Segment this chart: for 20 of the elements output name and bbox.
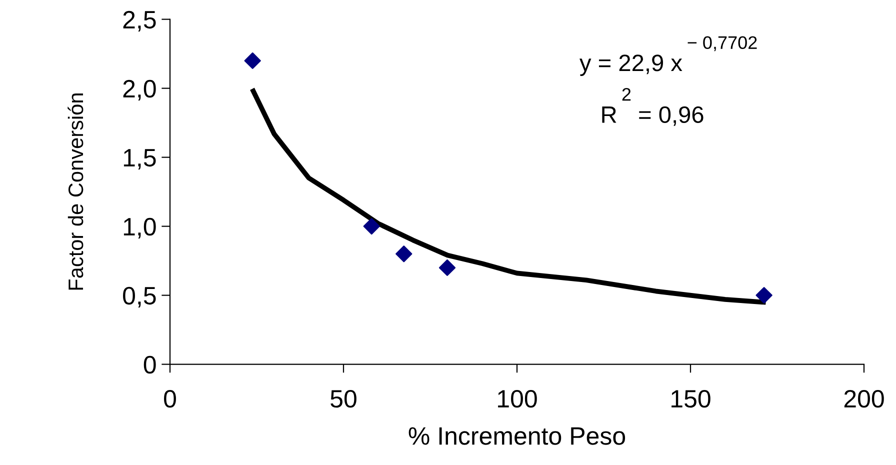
y-tick-label: 0 (144, 356, 156, 374)
x-tick-label: 200 (844, 390, 884, 408)
x-tick-label: 100 (498, 390, 537, 408)
x-axis-title: % Incremento Peso (408, 427, 626, 445)
y-tick-label: 0,5 (123, 286, 156, 308)
y-tick-label: 1,5 (124, 149, 156, 170)
point (244, 52, 261, 69)
point (438, 259, 456, 276)
y-tick-label: 2,5 (123, 10, 156, 32)
point (756, 287, 772, 304)
y-tick-label: 2,0 (123, 80, 156, 101)
point (396, 246, 412, 262)
x-tick-label: 50 (330, 390, 356, 408)
x-tick-label: 150 (672, 390, 710, 408)
point (363, 218, 380, 235)
y-tick-label: 1,0 (124, 218, 156, 239)
annotation: R2 = 0,96 (602, 88, 704, 126)
annotation: y = 22,9 x− 0,7702 (580, 36, 757, 76)
x-tick-label: 0 (164, 390, 176, 408)
y-axis-title: Factor de Conversión (68, 94, 84, 290)
